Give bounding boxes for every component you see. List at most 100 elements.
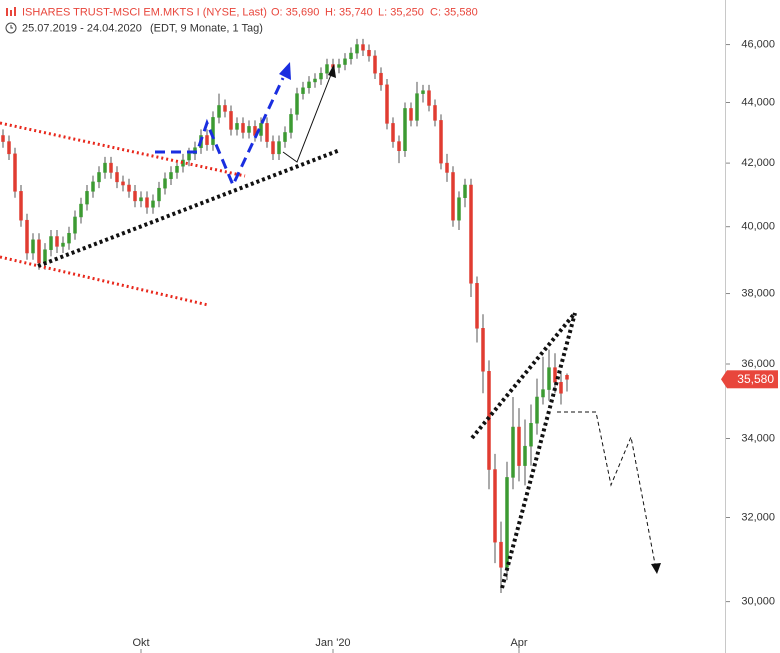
channel-lower bbox=[0, 255, 209, 307]
candle-body bbox=[79, 203, 83, 218]
candle-body bbox=[19, 191, 23, 221]
candle-body bbox=[535, 396, 539, 424]
candle-body bbox=[241, 123, 245, 133]
channel-upper bbox=[0, 121, 246, 178]
y-tick-label: 46,000 bbox=[741, 38, 775, 50]
candle-body bbox=[115, 172, 119, 183]
candle-body bbox=[295, 93, 299, 115]
candle-body bbox=[559, 381, 563, 394]
quote-open: O: 35,690 bbox=[271, 6, 319, 18]
candle-body bbox=[169, 172, 173, 179]
candle-body bbox=[235, 123, 239, 130]
candle-body bbox=[109, 162, 113, 173]
arrow-down bbox=[651, 563, 661, 574]
candle-body bbox=[187, 153, 191, 161]
arrow-black bbox=[328, 64, 336, 78]
candle-body bbox=[301, 87, 305, 94]
clock-icon bbox=[5, 22, 17, 34]
candle-body bbox=[13, 153, 17, 192]
candle-body bbox=[1, 135, 5, 142]
quote-low: L: 35,250 bbox=[378, 6, 424, 18]
candle-body bbox=[505, 477, 509, 568]
candle-body bbox=[25, 219, 29, 254]
candle-body bbox=[529, 423, 533, 447]
wedge-upper bbox=[470, 311, 577, 440]
candle-body bbox=[313, 78, 317, 83]
candle-body bbox=[145, 197, 149, 208]
candle-body bbox=[343, 58, 347, 65]
candle-body bbox=[367, 49, 371, 57]
candle-body bbox=[223, 105, 227, 112]
candle-body bbox=[127, 184, 131, 192]
y-tick-label: 32,000 bbox=[741, 511, 775, 523]
last-price-box bbox=[727, 370, 778, 389]
instrument-title: ISHARES TRUST-MSCI EM.MKTS I (NYSE, Last… bbox=[22, 6, 267, 18]
candle-body bbox=[73, 216, 77, 234]
candle-body bbox=[139, 197, 143, 202]
candle-body bbox=[205, 135, 209, 145]
candle-body bbox=[337, 64, 341, 68]
x-tick-label: Apr bbox=[510, 637, 527, 649]
y-tick-label: 30,000 bbox=[741, 596, 775, 608]
candle-body bbox=[565, 375, 569, 380]
candle-body bbox=[7, 141, 11, 155]
arrow-line bbox=[282, 71, 333, 163]
candle-body bbox=[157, 187, 161, 202]
projection-blue bbox=[155, 77, 285, 189]
candle-body bbox=[325, 64, 329, 74]
y-tick-label: 38,000 bbox=[741, 287, 775, 299]
candle-body bbox=[445, 162, 449, 173]
candle-body bbox=[163, 178, 167, 189]
candle-body bbox=[493, 469, 497, 543]
candle-body bbox=[175, 165, 179, 173]
candle-body bbox=[511, 426, 515, 478]
candle-body bbox=[289, 114, 293, 133]
y-tick-label: 34,000 bbox=[741, 432, 775, 444]
candle-body bbox=[55, 236, 59, 247]
candle-body bbox=[229, 111, 233, 130]
y-tick-label: 36,000 bbox=[741, 358, 775, 370]
candle-body bbox=[151, 200, 155, 208]
candle-body bbox=[31, 239, 35, 254]
candle-body bbox=[49, 236, 53, 250]
candle-body bbox=[397, 141, 401, 152]
candle-body bbox=[319, 72, 323, 80]
candle-body bbox=[517, 426, 521, 466]
quote-high: H: 35,740 bbox=[325, 6, 373, 18]
candle-body bbox=[553, 367, 557, 383]
candle-body bbox=[355, 44, 359, 54]
candle-body bbox=[541, 389, 545, 398]
projection-path bbox=[557, 411, 656, 565]
candle-body bbox=[37, 239, 41, 264]
candle-body bbox=[523, 445, 527, 466]
candle-body bbox=[67, 232, 71, 244]
candles bbox=[1, 38, 569, 593]
candle-body bbox=[457, 197, 461, 221]
chart-info: (EDT, 9 Monate, 1 Tag) bbox=[150, 22, 263, 34]
candle-body bbox=[43, 249, 47, 264]
last-price-label: 35,580 bbox=[737, 372, 774, 386]
x-tick-label: Okt bbox=[132, 637, 149, 649]
quote-close: C: 35,580 bbox=[430, 6, 478, 18]
candle-body bbox=[547, 367, 551, 390]
y-tick-label: 42,000 bbox=[741, 157, 775, 169]
candle-body bbox=[439, 120, 443, 164]
candle-body bbox=[403, 108, 407, 152]
candle-body bbox=[121, 181, 125, 186]
candle-body bbox=[481, 328, 485, 372]
candle-body bbox=[463, 184, 467, 198]
candle-body bbox=[475, 283, 479, 329]
candle-body bbox=[349, 52, 353, 60]
annotations bbox=[0, 62, 661, 589]
last-price-pointer bbox=[721, 370, 727, 389]
candle-body bbox=[97, 172, 101, 183]
candle-body bbox=[385, 84, 389, 124]
y-tick-label: 44,000 bbox=[741, 96, 775, 108]
candle-body bbox=[409, 108, 413, 121]
y-tick-label: 40,000 bbox=[741, 221, 775, 233]
candle-body bbox=[427, 90, 431, 106]
candle-body bbox=[379, 72, 383, 86]
candle-body bbox=[421, 90, 425, 94]
candle-body bbox=[85, 191, 89, 205]
